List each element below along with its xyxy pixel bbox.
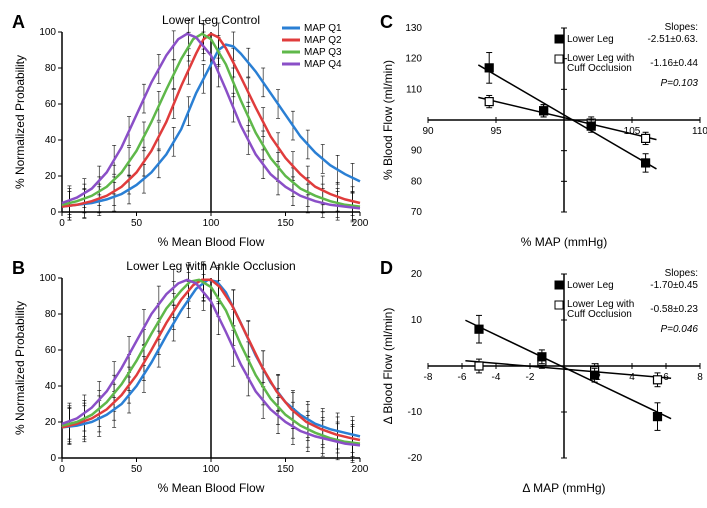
svg-text:60: 60 [45,99,57,110]
svg-text:80: 80 [411,176,423,187]
svg-text:% Normalized Probability: % Normalized Probability [13,55,27,189]
figure-grid: A Lower Leg Control050100150200020406080… [10,10,697,498]
svg-text:P=0.103: P=0.103 [660,78,698,89]
svg-text:-8: -8 [424,372,433,383]
svg-text:P=0.046: P=0.046 [660,324,698,335]
svg-text:-10: -10 [408,407,423,418]
svg-text:-0.58±0.23: -0.58±0.23 [650,304,698,315]
svg-text:MAP Q4: MAP Q4 [304,59,342,70]
svg-text:80: 80 [45,63,57,74]
svg-text:0: 0 [50,207,56,218]
svg-text:95: 95 [490,126,502,137]
svg-text:90: 90 [422,126,434,137]
svg-text:120: 120 [405,54,422,65]
panel-C-label: C [380,12,393,33]
svg-text:Slopes:: Slopes: [665,268,698,279]
svg-text:10: 10 [411,315,423,326]
panel-A: A Lower Leg Control 0 50 100 150 200 0 20 40 60 80… [10,10,370,252]
chart-A: Lower Leg Control 0 50 100 150 200 0 20 40 60 80 10… [10,10,370,252]
svg-text:0: 0 [50,453,56,464]
svg-text:110: 110 [406,84,422,95]
svg-text:Cuff Occlusion: Cuff Occlusion [567,63,632,74]
svg-text:100: 100 [39,27,56,38]
panel-D: D -8-6-4-22468-20-101020Δ MAP (mmHg)Δ Bl… [378,256,707,498]
svg-text:4: 4 [629,372,635,383]
svg-text:MAP Q2: MAP Q2 [304,35,342,46]
svg-text:% Mean Blood Flow: % Mean Blood Flow [158,235,265,249]
svg-text:-2: -2 [526,372,535,383]
svg-text:50: 50 [131,464,143,475]
svg-text:40: 40 [45,135,57,146]
panel-A-label: A [12,12,25,33]
svg-text:0: 0 [59,218,65,229]
svg-text:50: 50 [131,218,143,229]
svg-text:-4: -4 [492,372,501,383]
chart-D: -8-6-4-22468-20-101020Δ MAP (mmHg)Δ Bloo… [378,256,707,498]
svg-text:Δ MAP (mmHg): Δ MAP (mmHg) [522,481,605,495]
svg-text:MAP Q3: MAP Q3 [304,47,342,58]
svg-text:200: 200 [352,464,369,475]
svg-text:Δ Blood Flow (ml/min): Δ Blood Flow (ml/min) [381,308,395,425]
svg-text:% MAP (mmHg): % MAP (mmHg) [521,235,607,249]
svg-text:20: 20 [45,417,57,428]
chart-B: Lower Leg with Ankle Occlusion 0 50 100 150 2… [10,256,370,498]
svg-text:130: 130 [405,23,422,34]
svg-text:150: 150 [277,218,294,229]
svg-text:60: 60 [45,345,57,356]
svg-text:80: 80 [45,309,57,320]
panel-C: C 9095105110708090110120130% MAP (mmHg)%… [378,10,707,252]
svg-text:200: 200 [352,218,369,229]
panel-B-label: B [12,258,25,279]
svg-text:Lower Leg: Lower Leg [567,34,614,45]
panel-D-label: D [380,258,393,279]
svg-text:100: 100 [203,218,220,229]
chart-C: 9095105110708090110120130% MAP (mmHg)% B… [378,10,707,252]
svg-text:Cuff Occlusion: Cuff Occlusion [567,309,632,320]
svg-text:0: 0 [59,464,65,475]
svg-text:% Blood Flow (ml/min): % Blood Flow (ml/min) [381,60,395,180]
svg-text:20: 20 [45,171,57,182]
svg-text:Lower Leg Control: Lower Leg Control [162,13,260,27]
svg-text:MAP Q1: MAP Q1 [304,23,342,34]
svg-text:-1.16±0.44: -1.16±0.44 [650,58,698,69]
svg-text:Lower Leg: Lower Leg [567,280,614,291]
svg-text:-2.51±0.63.: -2.51±0.63. [647,34,698,45]
svg-text:100: 100 [39,273,56,284]
svg-text:110: 110 [692,126,707,137]
svg-text:100: 100 [203,464,220,475]
svg-text:-20: -20 [408,453,423,464]
svg-text:Slopes:: Slopes: [665,22,698,33]
panel-B: B Lower Leg with Ankle Occlusion 0 50 100 15… [10,256,370,498]
svg-text:40: 40 [45,381,57,392]
svg-text:70: 70 [411,207,423,218]
svg-text:-1.70±0.45: -1.70±0.45 [650,280,698,291]
svg-text:8: 8 [697,372,703,383]
svg-text:-6: -6 [458,372,467,383]
svg-text:90: 90 [411,146,423,157]
svg-text:150: 150 [277,464,294,475]
svg-text:20: 20 [411,269,423,280]
svg-text:Lower Leg with Ankle Occlusion: Lower Leg with Ankle Occlusion [126,259,295,273]
svg-text:% Normalized Probability: % Normalized Probability [13,301,27,435]
svg-text:% Mean Blood Flow: % Mean Blood Flow [158,481,265,495]
